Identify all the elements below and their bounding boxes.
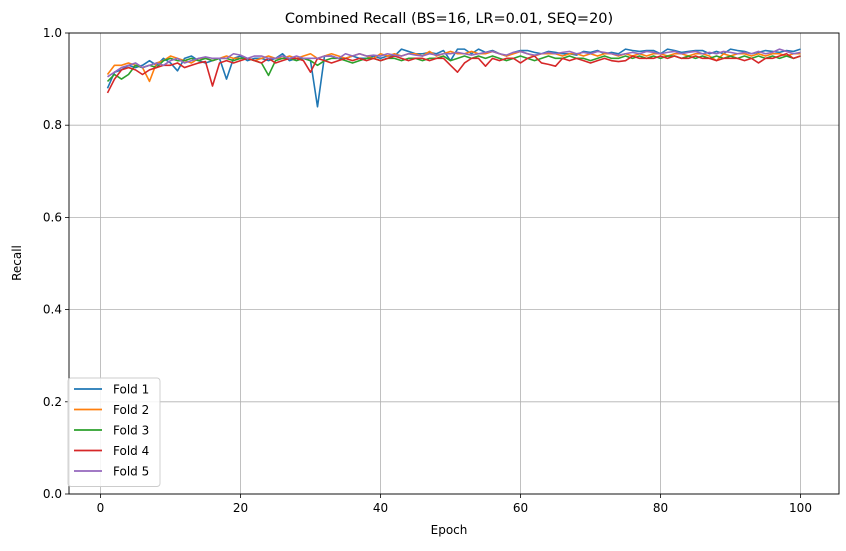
- plot-frame: [68, 32, 840, 495]
- x-tick-label: 0: [97, 501, 105, 515]
- series-lines: [106, 48, 801, 108]
- x-tick-label: 100: [789, 501, 812, 515]
- plot-background: [69, 33, 839, 494]
- y-tick-label: 0.2: [43, 395, 62, 409]
- chart-title: Combined Recall (BS=16, LR=0.01, SEQ=20): [285, 11, 613, 27]
- legend: Fold 1 Fold 2 Fold 3 Fold 4 Fold 5: [67, 377, 161, 487]
- x-tick-label: 80: [653, 501, 668, 515]
- legend-label: Fold 3: [113, 424, 149, 438]
- x-tick-label: 40: [373, 501, 388, 515]
- y-tick-label: 0.6: [43, 210, 62, 224]
- series-line-fold-5: [107, 48, 801, 78]
- y-axis-label: Recall: [10, 245, 24, 281]
- x-axis-label: Epoch: [431, 523, 468, 537]
- legend-label: Fold 2: [113, 403, 149, 417]
- legend-label: Fold 1: [113, 383, 149, 397]
- y-tick-label: 1.0: [43, 26, 62, 40]
- x-tick-label: 60: [513, 501, 528, 515]
- y-tick-label: 0.0: [43, 487, 62, 501]
- series-line-fold-4: [106, 52, 801, 94]
- y-tick-label: 0.4: [43, 303, 62, 317]
- y-tick-label: 0.8: [43, 118, 62, 132]
- legend-box: [67, 377, 161, 487]
- series-line-fold-1: [106, 48, 801, 108]
- legend-label: Fold 5: [113, 465, 149, 479]
- x-tick-label: 20: [233, 501, 248, 515]
- legend-label: Fold 4: [113, 444, 149, 458]
- axis-ticks: 0 20 40 60 80 100 0.0 0.2 0.4 0.6 0.8 1.0: [43, 26, 812, 515]
